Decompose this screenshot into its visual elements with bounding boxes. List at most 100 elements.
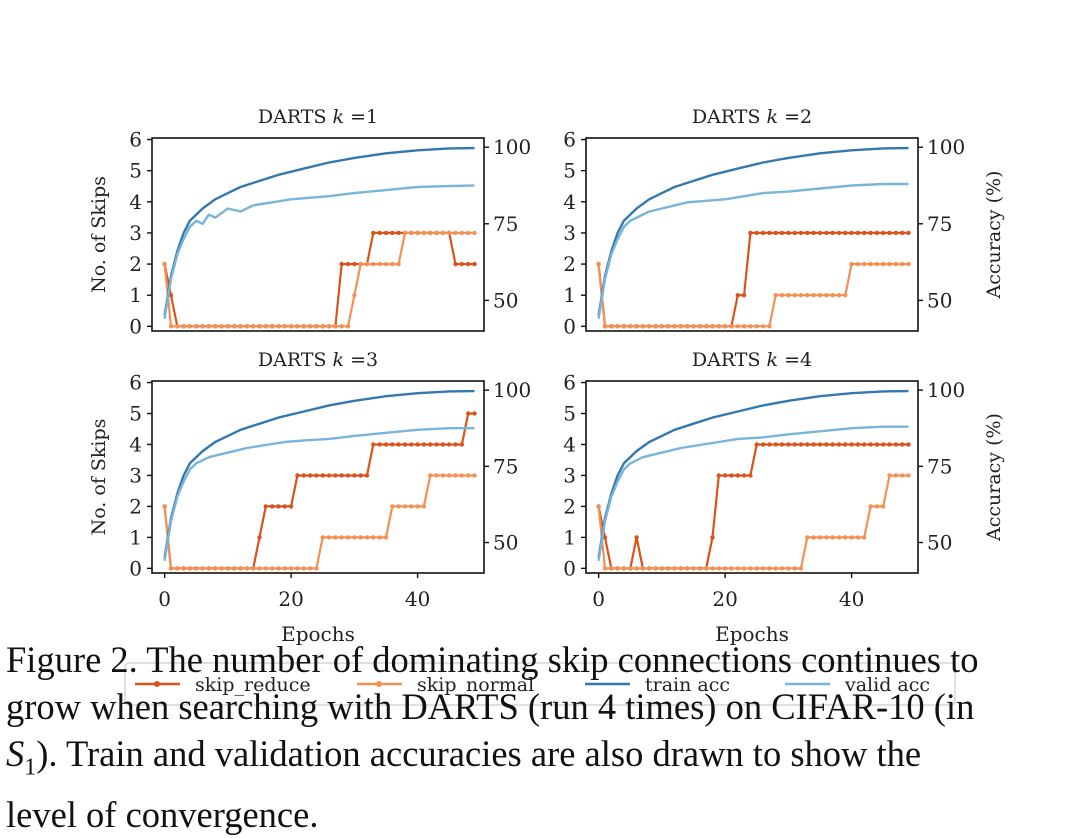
point-skip_reduce [893, 230, 899, 236]
point-skip_reduce [786, 442, 791, 447]
point-skip_normal [767, 566, 772, 571]
point-skip_reduce [722, 473, 728, 478]
point-skip_reduce [453, 442, 458, 447]
point-skip_normal [320, 535, 325, 540]
chart-title-suffix: =1 [344, 106, 378, 128]
point-skip_normal [906, 261, 911, 267]
point-skip_normal [238, 324, 243, 329]
point-skip_reduce [729, 473, 734, 478]
point-skip_normal [887, 261, 892, 267]
point-skip_reduce [333, 473, 338, 478]
point-skip_normal [168, 324, 174, 329]
point-skip_normal [849, 535, 854, 540]
point-skip_reduce [459, 442, 465, 447]
x-tick-label: 40 [405, 587, 430, 611]
point-skip_reduce [301, 473, 306, 478]
point-skip_normal [251, 324, 256, 329]
point-skip_reduce [472, 411, 477, 416]
legend-item-valid-acc: valid acc [785, 674, 930, 696]
y-right-tick-label: 75 [493, 454, 518, 478]
chart-title-suffix: =4 [778, 349, 812, 371]
point-skip_reduce [472, 261, 477, 267]
y-left-tick-label: 2 [563, 252, 576, 276]
point-skip_normal [213, 324, 218, 329]
point-skip_reduce [836, 230, 842, 236]
y-left-tick-label: 6 [563, 128, 576, 152]
point-skip_reduce [773, 442, 778, 447]
point-skip_normal [634, 566, 639, 571]
point-skip_reduce [760, 442, 766, 447]
point-skip_normal [754, 566, 759, 571]
y-left-tick-label: 4 [129, 432, 142, 456]
point-skip_normal [792, 293, 797, 298]
point-skip_normal [868, 261, 873, 267]
point-skip_normal [817, 293, 823, 298]
point-skip_normal [704, 324, 709, 329]
point-skip_reduce [428, 442, 433, 447]
point-skip_normal [678, 566, 684, 571]
line-train-acc [163, 146, 475, 316]
x-axis-label: Epochs [715, 622, 789, 646]
point-skip_reduce [855, 442, 861, 447]
point-skip_reduce [320, 473, 325, 478]
point-skip_normal [276, 324, 281, 329]
point-skip_normal [798, 293, 804, 298]
point-skip_normal [402, 230, 408, 236]
point-skip_normal [434, 230, 439, 236]
point-skip_normal [162, 504, 167, 509]
point-skip_normal [887, 473, 892, 478]
point-skip_normal [621, 324, 627, 329]
point-skip_normal [760, 566, 766, 571]
point-skip_normal [232, 324, 237, 329]
point-skip_reduce [383, 230, 389, 236]
y-left-tick-label: 0 [129, 556, 142, 580]
y-left-tick-label: 3 [129, 463, 142, 487]
chart-panel-2: 0 1 2 3 4 5 6 50 75 100 DARTS k =2 Accuracy (%) [563, 106, 1005, 338]
series-skip_reduce [162, 411, 477, 571]
point-skip_normal [602, 324, 608, 329]
point-skip_normal [371, 261, 376, 267]
point-skip_reduce [748, 473, 753, 478]
line-skip_normal [597, 474, 909, 570]
y-right-tick-label: 75 [927, 212, 952, 236]
point-skip_normal [333, 535, 338, 540]
chart-title-k: k [767, 106, 779, 128]
point-skip_reduce [887, 442, 892, 447]
point-skip_reduce [447, 442, 452, 447]
y-left-tick-label: 4 [563, 432, 576, 456]
point-skip_normal [415, 230, 420, 236]
point-skip_reduce [849, 230, 854, 236]
point-skip_normal [244, 566, 250, 571]
point-skip_normal [722, 324, 728, 329]
point-skip_normal [466, 473, 471, 478]
point-skip_reduce [396, 442, 401, 447]
point-skip_normal [779, 293, 785, 298]
point-skip_reduce [798, 230, 804, 236]
point-skip_normal [874, 504, 880, 509]
point-skip_reduce [459, 261, 465, 267]
point-skip_normal [409, 230, 414, 236]
point-skip_reduce [314, 473, 319, 478]
point-skip_normal [697, 324, 702, 329]
point-skip_reduce [282, 504, 287, 509]
point-skip_normal [320, 324, 325, 329]
point-skip_normal [345, 324, 351, 329]
point-skip_reduce [377, 230, 382, 236]
point-skip_reduce [710, 535, 715, 540]
point-skip_reduce [263, 504, 268, 509]
figure-caption: Figure 2. The number of dominating skip … [6, 636, 1074, 838]
point-skip_normal [653, 324, 658, 329]
point-skip_normal [716, 566, 721, 571]
chart-title-k: k [333, 349, 345, 371]
point-skip_reduce [862, 230, 867, 236]
point-skip_normal [440, 473, 446, 478]
series-skip_reduce [596, 230, 911, 329]
y-left-tick-label: 6 [129, 128, 142, 152]
series-valid-acc [163, 184, 475, 319]
y-left-axis-label: No. of Skips [88, 419, 110, 536]
point-skip_normal [735, 566, 740, 571]
point-skip_reduce [358, 473, 363, 478]
point-skip_reduce [767, 442, 772, 447]
point-skip_normal [767, 324, 772, 329]
series-skip_normal [162, 473, 477, 571]
